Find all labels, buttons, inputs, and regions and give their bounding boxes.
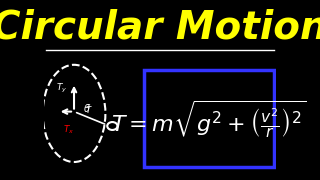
Text: $\theta$: $\theta$ — [83, 102, 91, 114]
Text: $T_x$: $T_x$ — [62, 123, 74, 136]
Text: Circular Motion: Circular Motion — [0, 8, 320, 46]
Text: $T_y$: $T_y$ — [56, 82, 67, 95]
Text: $T = m\sqrt{g^2 + \left(\frac{v^2}{r}\right)^2}$: $T = m\sqrt{g^2 + \left(\frac{v^2}{r}\ri… — [111, 98, 307, 140]
Text: $\bar{T}$: $\bar{T}$ — [85, 103, 92, 116]
